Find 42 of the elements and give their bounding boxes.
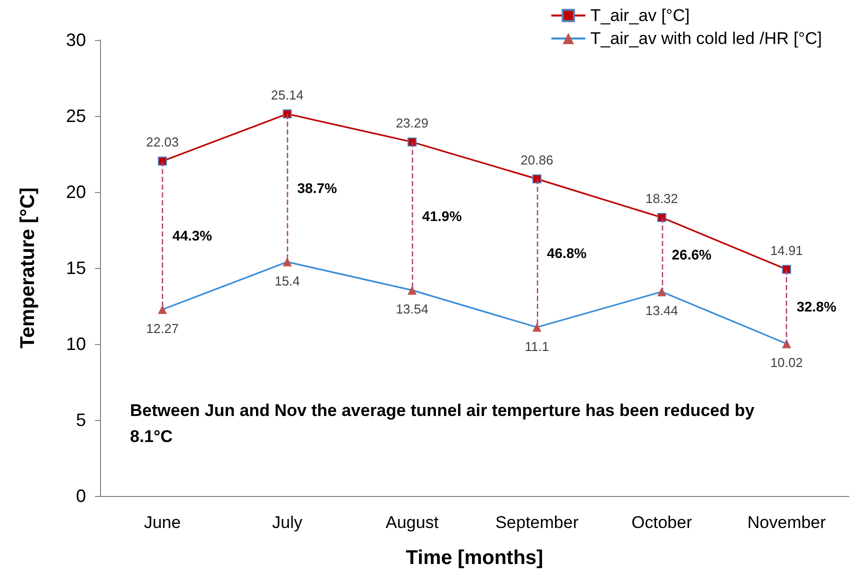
data-label: 13.44 [645, 303, 678, 318]
data-label: 14.91 [770, 242, 803, 258]
data-label: 18.32 [645, 191, 678, 206]
annotation: 46.8% [546, 245, 588, 262]
x-tick-label: September [495, 513, 579, 532]
annotation: 44.3% [172, 227, 213, 244]
x-tick-label: July [272, 513, 303, 532]
annotation: 41.9% [422, 208, 462, 224]
x-axis-title: Time [months] [406, 547, 544, 569]
x-tick-label: October [632, 513, 692, 532]
legend-label: T_air_av [°C] [590, 6, 690, 25]
legend-label: T_air_av with cold led /HR [°C] [590, 29, 822, 48]
annotation: 38.7% [297, 180, 338, 196]
data-label: 11.1 [524, 338, 550, 354]
x-tick-label: June [144, 513, 181, 532]
point [532, 174, 542, 184]
data-label: 15.4 [274, 273, 300, 288]
y-tick-label: 0 [76, 486, 86, 506]
data-label: 12.27 [146, 320, 179, 336]
x-tick-label: November [747, 513, 826, 532]
data-label: 22.03 [146, 134, 179, 150]
data-label: 20.86 [520, 152, 554, 168]
point [657, 213, 666, 222]
y-tick-label: 25 [66, 106, 86, 126]
x-tick-label: August [386, 513, 439, 532]
point [282, 109, 292, 118]
y-tick-label: 15 [66, 258, 86, 278]
data-label: 10.02 [770, 355, 803, 370]
y-tick-label: 20 [66, 182, 86, 202]
y-tick-label: 5 [76, 410, 86, 430]
annotation: Between Jun and Nov the average tunnel air temperture has been reduced by 8.1°C [130, 401, 760, 446]
y-tick-label: 10 [66, 334, 86, 354]
point [158, 156, 167, 166]
annotation: 26.6% [672, 246, 712, 263]
annotation: 32.8% [796, 298, 837, 315]
data-label: 13.54 [396, 302, 428, 317]
data-label: 23.29 [396, 115, 428, 130]
point [408, 137, 417, 146]
data-label: 25.14 [270, 87, 304, 102]
y-tick-label: 30 [66, 30, 86, 50]
point [782, 264, 792, 274]
y-axis-title: Temperature [°C] [17, 188, 39, 348]
